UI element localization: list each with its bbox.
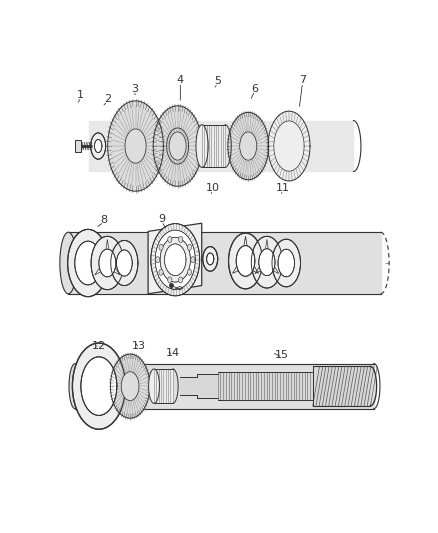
Ellipse shape [191, 257, 195, 263]
Bar [202, 125, 225, 167]
Ellipse shape [99, 249, 116, 277]
Ellipse shape [60, 232, 77, 294]
Ellipse shape [91, 133, 106, 159]
Ellipse shape [168, 237, 172, 243]
Ellipse shape [272, 239, 300, 287]
Ellipse shape [159, 244, 163, 251]
Ellipse shape [179, 277, 183, 283]
Bar [218, 372, 313, 400]
Bar [154, 369, 173, 403]
Text: 9: 9 [158, 214, 165, 224]
Bar [313, 366, 371, 406]
Text: 8: 8 [100, 215, 108, 225]
Ellipse shape [187, 244, 191, 251]
Ellipse shape [72, 343, 125, 429]
Ellipse shape [160, 237, 191, 282]
Ellipse shape [169, 132, 186, 160]
Ellipse shape [228, 112, 268, 180]
Text: 11: 11 [276, 183, 290, 193]
Ellipse shape [196, 125, 208, 167]
Ellipse shape [165, 244, 186, 276]
Text: 6: 6 [251, 84, 258, 94]
Ellipse shape [168, 277, 172, 283]
Text: 12: 12 [92, 341, 106, 351]
Bar [180, 377, 197, 395]
Ellipse shape [121, 372, 139, 400]
Ellipse shape [110, 354, 150, 418]
Text: 15: 15 [275, 350, 289, 360]
Ellipse shape [125, 129, 146, 163]
Text: 13: 13 [132, 341, 146, 351]
Ellipse shape [151, 224, 200, 296]
Text: 5: 5 [214, 76, 221, 86]
Text: 1: 1 [77, 90, 84, 100]
Ellipse shape [229, 233, 262, 289]
Ellipse shape [111, 240, 138, 286]
Bar [88, 120, 353, 172]
Text: 3: 3 [131, 84, 138, 94]
Bar [75, 364, 374, 409]
Text: 10: 10 [205, 183, 219, 193]
Bar [68, 232, 381, 294]
Text: 7: 7 [299, 75, 306, 85]
Ellipse shape [95, 140, 102, 152]
Ellipse shape [259, 249, 275, 276]
Ellipse shape [69, 364, 81, 409]
Ellipse shape [159, 269, 163, 276]
Ellipse shape [240, 132, 257, 160]
Text: 14: 14 [166, 348, 180, 358]
Ellipse shape [148, 369, 159, 403]
Ellipse shape [203, 247, 218, 271]
Ellipse shape [75, 241, 101, 285]
Ellipse shape [251, 236, 283, 288]
Ellipse shape [91, 236, 124, 290]
Ellipse shape [179, 237, 183, 243]
Ellipse shape [108, 101, 163, 191]
Ellipse shape [207, 253, 214, 265]
Bar [197, 374, 218, 399]
Ellipse shape [187, 269, 191, 276]
Ellipse shape [155, 230, 195, 289]
Text: 2: 2 [104, 94, 111, 104]
Ellipse shape [155, 257, 160, 263]
Ellipse shape [278, 249, 294, 277]
Ellipse shape [67, 229, 108, 297]
Ellipse shape [117, 250, 132, 276]
Ellipse shape [153, 106, 202, 186]
Text: 4: 4 [177, 75, 184, 85]
Ellipse shape [236, 246, 255, 276]
Ellipse shape [81, 357, 117, 415]
Polygon shape [148, 223, 202, 294]
Bar [75, 140, 81, 152]
Ellipse shape [268, 111, 310, 181]
